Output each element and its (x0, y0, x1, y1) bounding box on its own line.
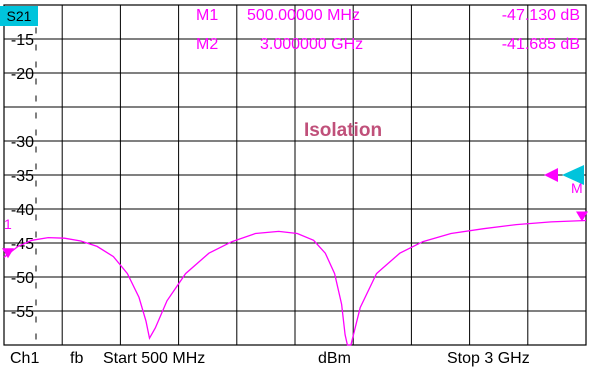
chart-title: Isolation (304, 120, 382, 141)
marker-m1-name: M1 (196, 7, 219, 24)
footer-bar: Ch1 fb Start 500 MHz dBm Stop 3 GHz (0, 350, 590, 370)
stop-frequency[interactable]: Stop 3 GHz (447, 350, 530, 367)
y-tick-label: -35 (11, 168, 34, 185)
marker-flag-left-label: 1 (4, 216, 12, 232)
marker-m2-name: M2 (196, 36, 219, 53)
marker-1-triangle (2, 248, 14, 259)
y-tick-label: -20 (11, 66, 34, 83)
graticule (3, 4, 587, 346)
marker-row-m2: M2 3.000000 GHz -41.685 dB (0, 35, 590, 55)
format-label: fb (70, 350, 84, 367)
trace-line (3, 219, 587, 346)
reference-level-magenta-arrow (544, 168, 558, 182)
marker-row-m1: M1 500.00000 MHz -47.130 dB (0, 6, 590, 26)
reference-level-cyan-arrow (562, 165, 584, 185)
marker-m2-frequency: 3.000000 GHz (260, 36, 364, 53)
marker-m1-value: -47.130 dB (501, 7, 580, 24)
start-frequency[interactable]: Start 500 MHz (103, 350, 206, 367)
marker-2-triangle (576, 211, 588, 222)
marker-flag-right-label: M (571, 180, 583, 196)
y-tick-label: -15 (11, 32, 34, 49)
trace-badge[interactable]: S21 (0, 6, 38, 26)
unit-label: dBm (318, 350, 351, 367)
marker-m2-value: -41.685 dB (501, 36, 580, 53)
marker-m1-frequency: 500.00000 MHz (247, 7, 360, 24)
marker-symbols (2, 165, 588, 259)
channel-label[interactable]: Ch1 (10, 350, 40, 367)
y-tick-label: -50 (11, 270, 34, 287)
y-tick-label: -55 (11, 304, 34, 321)
y-tick-labels: -15-20-30-35-40-45-50-55 (11, 32, 34, 321)
y-tick-label: -30 (11, 134, 34, 151)
y-tick-label: -40 (11, 202, 34, 219)
